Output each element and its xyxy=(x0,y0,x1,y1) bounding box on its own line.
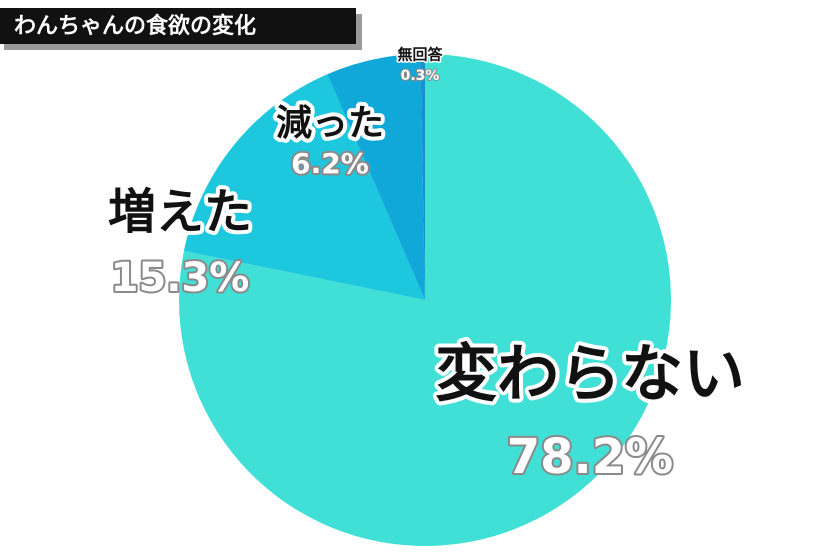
category-label: 減った xyxy=(276,103,384,144)
value-label: 15.3% xyxy=(111,255,250,301)
value-label: 0.3% xyxy=(401,68,440,84)
category-label: 増えた xyxy=(108,184,252,240)
title-box xyxy=(0,8,356,44)
pie-slice xyxy=(178,54,671,546)
pie xyxy=(178,54,671,546)
chart-title: わんちゃんの食欲の変化 xyxy=(14,13,256,39)
category-label: 無回答 xyxy=(397,46,443,64)
value-label: 78.2% xyxy=(507,429,674,485)
category-label: 変わらない xyxy=(435,337,745,410)
pie-slice xyxy=(183,74,425,300)
value-label: 6.2% xyxy=(291,147,369,180)
pie-slice xyxy=(327,54,425,300)
pie-slice xyxy=(420,54,425,300)
